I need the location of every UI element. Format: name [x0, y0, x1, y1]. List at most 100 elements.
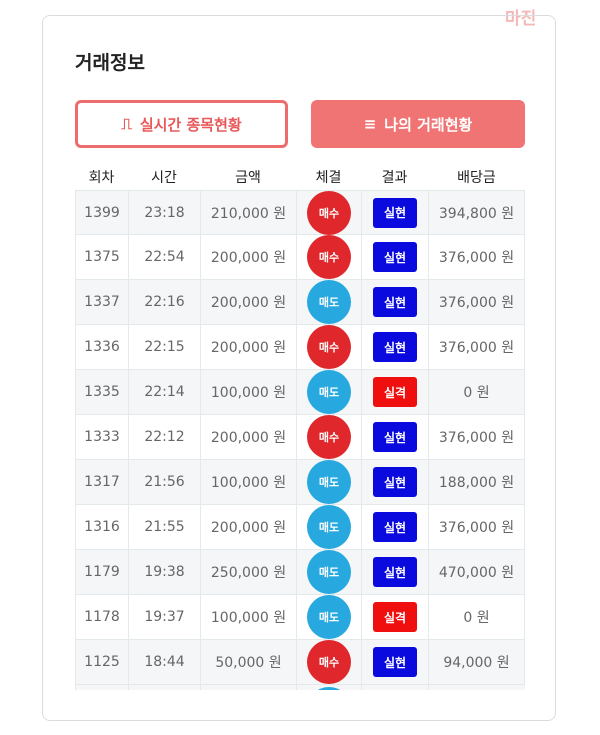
cell: 200,000 원 [200, 325, 296, 369]
cell: 18:44 [128, 640, 200, 684]
cell: 실현 [361, 550, 428, 594]
cell-text: 1336 [84, 339, 120, 355]
cell: 실현 [361, 325, 428, 369]
cell: 50,000 원 [200, 640, 296, 684]
card [42, 15, 556, 721]
realtime-button[interactable]: ⎍ 실시간 종목현황 [75, 100, 288, 148]
cell [361, 685, 428, 690]
cell-text: 188,000 원 [438, 475, 515, 491]
cell-text: 1125 [84, 654, 120, 670]
trade-type-badge: 매도 [307, 370, 351, 414]
trade-type-badge: 매도 [307, 505, 351, 549]
result-badge: 실격 [373, 377, 417, 407]
trade-type-badge: 매수 [307, 415, 351, 459]
cell: 21:56 [128, 460, 200, 504]
trade-type-badge: 매수 [307, 235, 351, 279]
result-badge: 실현 [373, 467, 417, 497]
table: 회차 시간 금액 체결 결과 배당금 1399 23:18 210,000 원 매수 실현 394,8… [75, 163, 525, 690]
cell: 100,000 원 [200, 370, 296, 414]
cell: 1316 [75, 505, 128, 549]
cell-text: 1316 [84, 519, 120, 535]
cell: 1335 [75, 370, 128, 414]
cell: 매도 [296, 550, 361, 594]
table-row: 1316 21:55 200,000 원 매도 실현 376,000 원 [75, 505, 525, 550]
cell: 1375 [75, 235, 128, 279]
cell: 100,000 원 [200, 595, 296, 639]
cell-text: 1399 [84, 204, 120, 221]
cell: 매수 [296, 640, 361, 684]
cell-text: 1333 [84, 429, 120, 445]
cell: 100,000 원 [200, 460, 296, 504]
cell: 22:15 [128, 325, 200, 369]
cell-text: 100,000 원 [210, 610, 287, 626]
cell [200, 685, 296, 690]
result-badge: 실현 [373, 332, 417, 362]
cell-text: 250,000 원 [210, 565, 287, 581]
cell: 0 원 [428, 370, 525, 414]
trade-type-badge: 매수 [307, 325, 351, 369]
cell: 0 원 [428, 595, 525, 639]
cell-text: 100,000 원 [210, 385, 287, 401]
cell-text: 200,000 원 [210, 430, 287, 446]
cell-text: 50,000 원 [215, 655, 282, 671]
cell-text: 1337 [84, 294, 120, 310]
header-cell: 회차 [88, 169, 115, 186]
cell: 200,000 원 [200, 505, 296, 549]
trade-type-badge: 매수 [307, 190, 351, 235]
cell: 실격 [361, 370, 428, 414]
cell: 매도 [296, 370, 361, 414]
cell-text: 200,000 원 [210, 295, 287, 311]
cell: 22:16 [128, 280, 200, 324]
cell: 19:38 [128, 550, 200, 594]
cell [75, 685, 128, 690]
result-badge: 실현 [373, 422, 417, 452]
cell-text: 23:18 [144, 204, 185, 221]
cell-text: 394,800 원 [438, 205, 515, 222]
trade-type-badge [307, 687, 351, 690]
cell [296, 685, 361, 690]
cell: 470,000 원 [428, 550, 525, 594]
title: 거래정보 [75, 52, 145, 74]
table-row: 1178 19:37 100,000 원 매도 실격 0 원 [75, 595, 525, 640]
cell: 1178 [75, 595, 128, 639]
cell-text: 0 원 [463, 385, 490, 401]
cell: 실현 [361, 460, 428, 504]
trade-type-badge: 매도 [307, 280, 351, 324]
cell: 1317 [75, 460, 128, 504]
result-badge: 실현 [373, 647, 417, 677]
result-badge: 실현 [373, 557, 417, 587]
cell: 실현 [361, 191, 428, 234]
result-badge: 실현 [373, 287, 417, 317]
cell-text: 200,000 원 [210, 520, 287, 536]
cell: 21:55 [128, 505, 200, 549]
cell-text: 376,000 원 [438, 295, 515, 311]
cell: 매수 [296, 235, 361, 279]
cell-text: 18:44 [144, 654, 185, 670]
cell-text: 22:14 [144, 384, 185, 400]
cell: 실격 [361, 595, 428, 639]
header-cell: 체결 [315, 169, 342, 186]
table-row: 1317 21:56 100,000 원 매도 실현 188,000 원 [75, 460, 525, 505]
cell: 매도 [296, 595, 361, 639]
button-label: 실시간 종목현황 [139, 115, 242, 134]
trade-type-badge: 매도 [307, 460, 351, 504]
my-trades-button[interactable]: ≡ 나의 거래현황 [311, 100, 525, 148]
result-badge: 실현 [373, 197, 417, 228]
cell: 실현 [361, 415, 428, 459]
trade-type-badge: 매수 [307, 640, 351, 684]
cell: 실현 [361, 280, 428, 324]
trade-type-badge: 매도 [307, 595, 351, 639]
cell: 22:12 [128, 415, 200, 459]
cell-text: 210,000 원 [210, 205, 287, 222]
result-badge: 실격 [373, 602, 417, 632]
cell: 200,000 원 [200, 235, 296, 279]
cell-text: 1335 [84, 384, 120, 400]
button-label: 나의 거래현황 [384, 115, 473, 134]
cell: 250,000 원 [200, 550, 296, 594]
cell [128, 685, 200, 690]
partial-row [75, 685, 525, 690]
cell-text: 376,000 원 [438, 430, 515, 446]
table-row: 1336 22:15 200,000 원 매수 실현 376,000 원 [75, 325, 525, 370]
cell-text: 376,000 원 [438, 520, 515, 536]
